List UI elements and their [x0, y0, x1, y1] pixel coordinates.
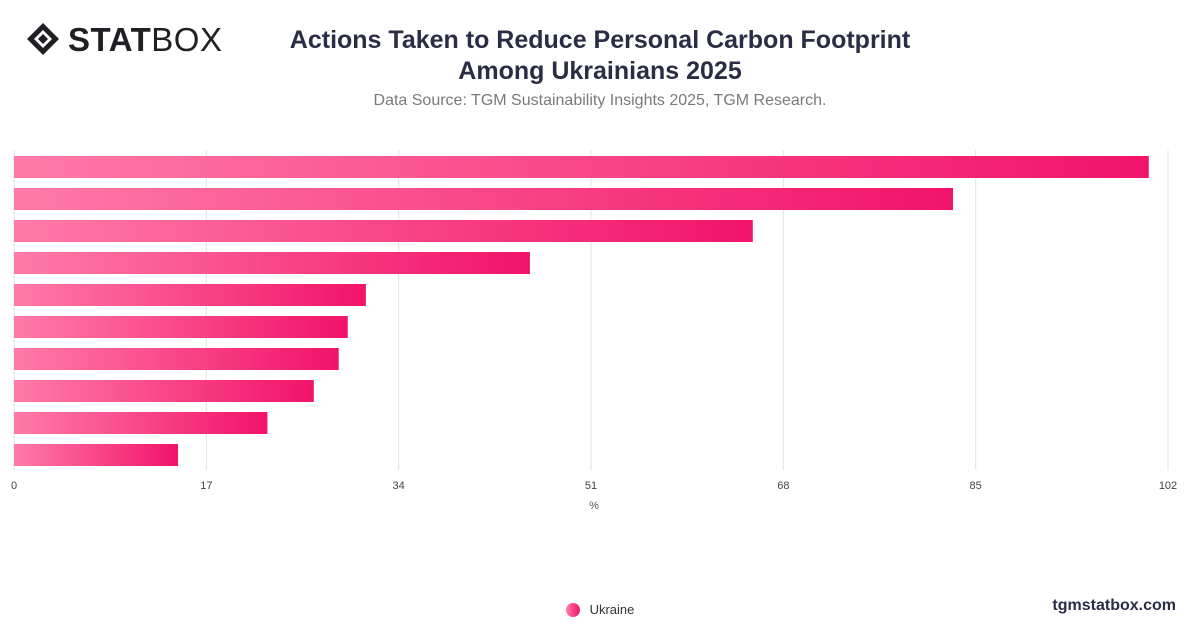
- legend: Ukraine: [0, 602, 1200, 617]
- x-tick-label: 17: [200, 480, 212, 492]
- x-axis-ticks: 0 17 34 51 68 85 102: [11, 480, 1177, 492]
- x-tick-label: 102: [1159, 480, 1177, 492]
- legend-swatch[interactable]: [565, 602, 580, 617]
- x-tick-label: 68: [777, 480, 789, 492]
- bar[interactable]: [14, 284, 366, 306]
- bar[interactable]: [14, 220, 753, 242]
- x-tick-label: 51: [585, 480, 597, 492]
- x-tick-label: 0: [11, 480, 17, 492]
- bar[interactable]: [14, 316, 348, 338]
- bar[interactable]: [14, 188, 954, 210]
- bar[interactable]: [14, 348, 339, 370]
- logo-regular-text: BOX: [151, 20, 223, 58]
- x-tick-label: 85: [970, 480, 982, 492]
- bar[interactable]: [14, 156, 1149, 178]
- statbox-logo: STATBOX: [26, 22, 222, 56]
- bar[interactable]: [14, 380, 314, 402]
- chart-title: Actions Taken to Reduce Personal Carbon …: [250, 25, 950, 87]
- bars: [14, 156, 1149, 466]
- title-line-1: Actions Taken to Reduce Personal Carbon …: [289, 26, 911, 54]
- logo-bold-text: STAT: [68, 20, 152, 58]
- x-tick-label: 34: [393, 480, 405, 492]
- logo-wordmark: STATBOX: [68, 23, 222, 56]
- diamond-logo-icon: [27, 23, 59, 55]
- chart-subtitle: Data Source: TGM Sustainability Insights…: [373, 92, 827, 109]
- bar[interactable]: [14, 412, 268, 434]
- bar[interactable]: [14, 252, 530, 274]
- title-line-2: Among Ukrainians 2025: [458, 57, 742, 85]
- bar[interactable]: [14, 444, 179, 466]
- x-axis-label: %: [589, 500, 599, 512]
- legend-label[interactable]: Ukraine: [589, 602, 635, 617]
- site-url: tgmstatbox.com: [1052, 597, 1176, 614]
